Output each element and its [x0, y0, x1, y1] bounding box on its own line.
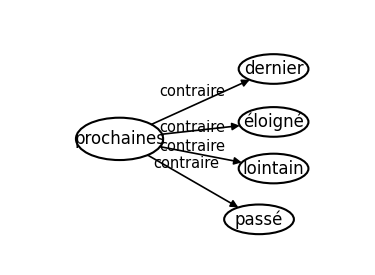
Text: prochaines: prochaines [74, 130, 165, 148]
Text: éloigné: éloigné [243, 113, 304, 131]
Text: contraire: contraire [159, 84, 225, 99]
Text: contraire: contraire [159, 120, 225, 135]
Text: passé: passé [235, 210, 283, 229]
Text: contraire: contraire [159, 139, 225, 154]
Text: lointain: lointain [243, 160, 304, 178]
Text: dernier: dernier [244, 60, 303, 78]
Text: contraire: contraire [153, 156, 219, 171]
